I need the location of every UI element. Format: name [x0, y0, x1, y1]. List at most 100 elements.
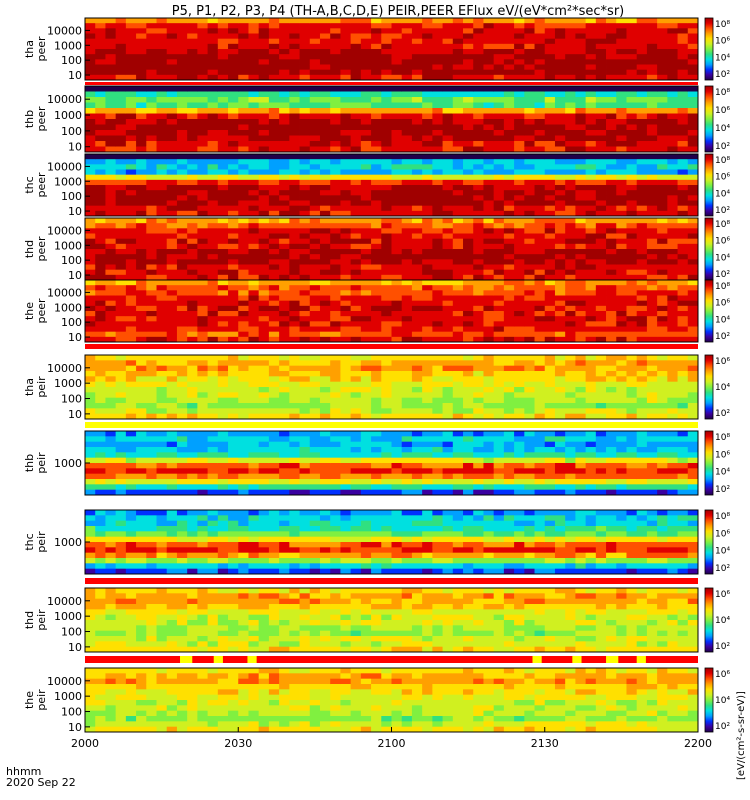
spectrogram-cell — [401, 484, 413, 491]
spectrogram-cell — [636, 321, 648, 327]
spectrogram-cell — [646, 18, 658, 24]
spectrogram-cell — [319, 218, 331, 224]
spectrogram-cell — [534, 218, 546, 224]
y-axis-label-species: peer — [35, 36, 48, 62]
spectrogram-cell — [626, 218, 638, 224]
spectrogram-cell — [146, 179, 157, 186]
spectrogram-cell — [95, 205, 106, 212]
spectrogram-cell — [207, 243, 219, 250]
spectrogram-cell — [340, 376, 352, 383]
spectrogram-cell — [258, 97, 270, 103]
spectrogram-cell — [309, 331, 321, 338]
spectrogram-cell — [381, 38, 392, 45]
spectrogram-cell — [411, 326, 423, 333]
spectrogram-cell — [657, 413, 668, 420]
spectrogram-cell — [483, 174, 495, 181]
spectrogram-cell — [595, 64, 607, 71]
spectrogram-cell — [544, 23, 556, 29]
spectrogram-cell — [463, 311, 474, 317]
spectrogram-cell — [197, 179, 208, 186]
spectrogram-cell — [595, 311, 607, 317]
spectrogram-cell — [268, 233, 280, 240]
spectrogram-cell — [95, 238, 106, 245]
spectrogram-cell — [677, 413, 689, 420]
spectrogram-cell — [248, 397, 260, 404]
spectrogram-cell — [381, 228, 392, 234]
spectrogram-cell — [534, 141, 546, 147]
spectrogram-cell — [524, 28, 535, 34]
spectrogram-cell — [289, 113, 300, 120]
spectrogram-cell — [595, 154, 607, 160]
spectrogram-cell — [299, 371, 311, 377]
spectrogram-cell — [268, 146, 280, 153]
spectrogram-cell — [575, 102, 587, 109]
spectrogram-cell — [503, 387, 515, 393]
spectrogram-cell — [197, 269, 208, 276]
spectrogram-cell — [514, 195, 525, 201]
y-tick-label: 10000 — [47, 160, 82, 173]
spectrogram-cell — [248, 392, 260, 399]
spectrogram-cell — [309, 210, 321, 217]
spectrogram-cell — [411, 295, 423, 302]
spectrogram-cell — [166, 468, 178, 475]
spectrogram-cell — [197, 59, 208, 65]
spectrogram-cell — [360, 86, 372, 92]
spectrogram-cell — [565, 59, 576, 65]
spectrogram-cell — [646, 102, 658, 109]
spectrogram-cell — [125, 146, 137, 153]
spectrogram-cell — [309, 159, 321, 165]
spectrogram-cell — [463, 23, 474, 29]
spectrogram-cell — [626, 59, 638, 65]
spectrogram-cell — [524, 305, 535, 312]
spectrogram-cell — [544, 69, 556, 76]
spectrogram-cell — [207, 249, 219, 255]
spectrogram-cell — [411, 243, 423, 250]
spectrogram-cell — [646, 280, 658, 286]
spectrogram-cell — [360, 290, 372, 296]
spectrogram-cell — [554, 154, 566, 160]
spectrogram-cell — [238, 360, 249, 367]
spectrogram-cell — [687, 43, 699, 50]
spectrogram-cell — [228, 489, 239, 496]
spectrogram-cell — [422, 280, 433, 286]
spectrogram-cell — [166, 102, 178, 109]
spectrogram-cell — [115, 392, 127, 399]
spectrogram-cell — [248, 64, 260, 71]
y-axis-label-probe: thc — [23, 176, 36, 193]
spectrogram-cell — [411, 228, 423, 234]
spectrogram-cell — [595, 326, 607, 333]
spectrogram-cell — [360, 169, 372, 176]
spectrogram-cell — [166, 195, 178, 201]
spectrogram-cell — [646, 243, 658, 250]
spectrogram-cell — [176, 305, 188, 312]
spectrogram-cell — [248, 33, 260, 40]
spectrogram-cell — [248, 69, 260, 76]
spectrogram-cell — [606, 159, 617, 165]
spectrogram-cell — [514, 228, 525, 234]
spectrogram-cell — [330, 452, 341, 459]
spectrogram-cell — [554, 174, 566, 181]
spectrogram-cell — [371, 210, 382, 217]
spectrogram-cell — [309, 146, 321, 153]
spectrogram-cell — [442, 295, 454, 302]
spectrogram-cell — [217, 254, 229, 260]
spectrogram-cell — [473, 397, 484, 404]
spectrogram-cell — [115, 43, 127, 50]
spectrogram-cell — [136, 179, 147, 186]
spectrogram-cell — [156, 124, 168, 131]
y-tick-label: 10000 — [47, 24, 82, 37]
spectrogram-cell — [687, 305, 699, 312]
spectrogram-cell — [197, 108, 208, 114]
spectrogram-cell — [258, 285, 270, 291]
spectrogram-cell — [411, 484, 423, 491]
spectrogram-cell — [268, 164, 280, 170]
spectrogram-cell — [258, 23, 270, 29]
spectrogram-cell — [136, 108, 147, 114]
spectrogram-cell — [176, 59, 188, 65]
spectrogram-cell — [258, 102, 270, 109]
spectrogram-cell — [279, 381, 290, 388]
spectrogram-cell — [146, 484, 157, 491]
spectrogram-cell — [595, 23, 607, 29]
spectrogram-cell — [391, 264, 403, 271]
y-tick-label: 1000 — [54, 377, 82, 390]
